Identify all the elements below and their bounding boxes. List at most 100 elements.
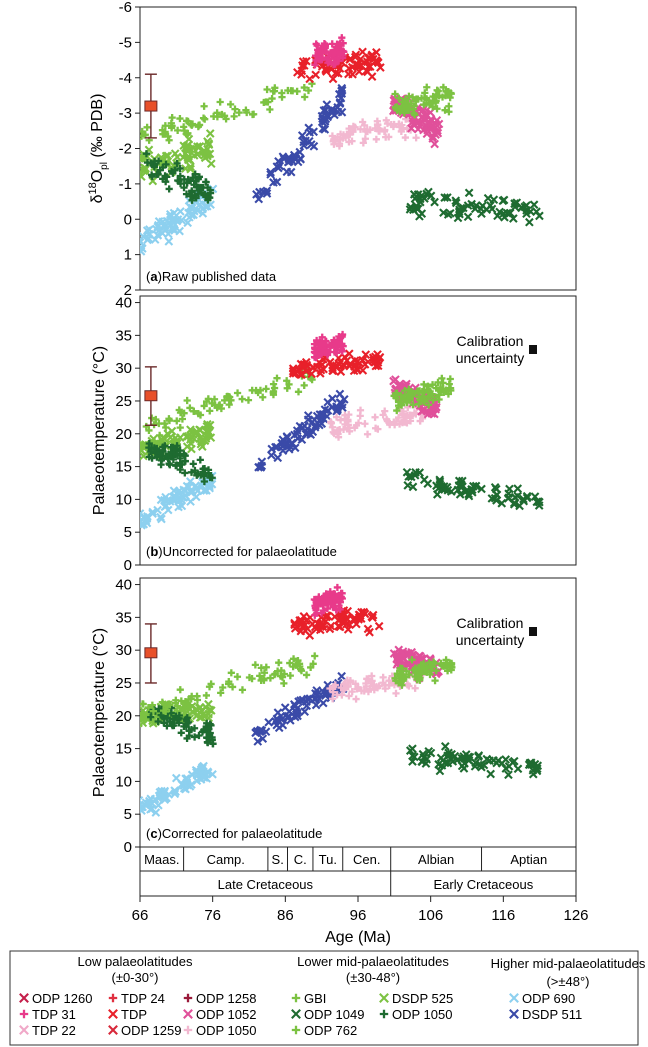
data-point	[191, 765, 201, 775]
data-point	[455, 490, 465, 499]
data-point	[300, 707, 310, 716]
data-point	[159, 163, 167, 172]
y-tick-label: -3	[119, 105, 132, 122]
data-point	[176, 409, 185, 417]
data-point	[163, 151, 173, 161]
data-point	[228, 683, 237, 691]
data-point	[217, 404, 225, 413]
data-point	[504, 770, 513, 780]
data-point	[205, 683, 214, 691]
data-point	[354, 615, 363, 624]
data-point	[208, 474, 216, 482]
scatter-points	[140, 34, 544, 256]
data-point	[227, 396, 235, 404]
data-point	[266, 105, 274, 114]
data-point	[170, 149, 180, 158]
data-point	[209, 740, 217, 748]
legend-item: ODP 1050	[379, 1007, 452, 1022]
data-point	[184, 175, 192, 184]
data-point	[363, 624, 373, 634]
data-point	[407, 647, 417, 657]
data-point	[194, 175, 202, 183]
data-point	[19, 1025, 29, 1035]
data-point	[440, 742, 450, 751]
series-odp-762	[391, 83, 455, 119]
data-point	[217, 689, 225, 697]
data-point	[165, 185, 173, 193]
data-point	[467, 199, 476, 209]
panel-a: -6 -5 -4 -3 -2 -1 0 1 2 δ18Opl (‰ PDB) (a)Raw publ…	[87, 0, 577, 299]
data-point	[149, 707, 158, 715]
data-point	[176, 180, 185, 188]
data-point	[336, 367, 346, 376]
data-point	[250, 110, 258, 118]
data-point	[446, 384, 455, 392]
data-point	[231, 105, 239, 113]
data-point	[492, 490, 502, 500]
data-point	[353, 61, 363, 71]
data-point	[193, 696, 202, 704]
data-point	[263, 85, 271, 94]
data-point	[167, 443, 175, 451]
data-point	[202, 774, 211, 783]
series-tdp	[288, 349, 385, 379]
data-point	[427, 667, 435, 675]
data-point	[301, 93, 309, 101]
data-point	[409, 401, 417, 409]
data-point	[205, 193, 213, 202]
data-point	[325, 597, 333, 606]
stage-label: C.	[294, 852, 307, 867]
data-point	[504, 489, 513, 499]
data-point	[318, 333, 326, 341]
legend-item: GBI	[291, 991, 326, 1006]
data-point	[262, 186, 272, 196]
data-point	[201, 485, 211, 495]
legend-item-label: ODP 1260	[32, 991, 92, 1006]
data-point	[409, 105, 418, 113]
legend-group-title: Lower mid-palaeolatitudes	[297, 954, 449, 969]
data-point	[161, 501, 171, 511]
series-odp-1049	[405, 187, 544, 227]
y-tick-label: 20	[115, 708, 132, 725]
data-point	[311, 652, 319, 660]
data-point	[350, 52, 360, 62]
data-point	[151, 808, 161, 817]
data-point	[163, 702, 172, 710]
legend-item: ODP 1259	[108, 1023, 181, 1038]
series-odp-1049	[405, 742, 543, 780]
data-point	[186, 439, 196, 448]
data-point	[524, 760, 534, 770]
data-point	[200, 402, 208, 410]
data-point	[288, 366, 298, 376]
data-point	[409, 119, 418, 129]
data-point	[193, 710, 202, 720]
data-point	[186, 425, 195, 435]
data-point	[333, 691, 341, 699]
data-point	[440, 758, 450, 768]
data-point	[362, 679, 370, 688]
data-point	[295, 421, 305, 431]
series-tdp-31	[311, 34, 348, 69]
data-point	[200, 477, 208, 486]
x-tick-label: 76	[204, 907, 221, 924]
data-point	[183, 993, 193, 1003]
data-point	[297, 435, 307, 445]
data-point	[395, 94, 403, 102]
data-point	[310, 693, 320, 703]
data-point	[307, 369, 316, 379]
data-point	[200, 464, 209, 473]
data-point	[284, 444, 294, 454]
data-point	[420, 194, 429, 203]
data-point	[171, 773, 181, 783]
data-point	[180, 450, 188, 458]
data-point	[431, 123, 441, 132]
y-tick-label: 25	[115, 675, 132, 692]
data-point	[325, 624, 335, 634]
data-point	[156, 512, 165, 522]
data-point	[157, 456, 166, 464]
calibration-label: uncertainty	[456, 632, 524, 648]
data-point	[325, 357, 335, 367]
data-point	[526, 760, 536, 769]
data-point	[201, 191, 209, 199]
data-point	[344, 416, 352, 424]
